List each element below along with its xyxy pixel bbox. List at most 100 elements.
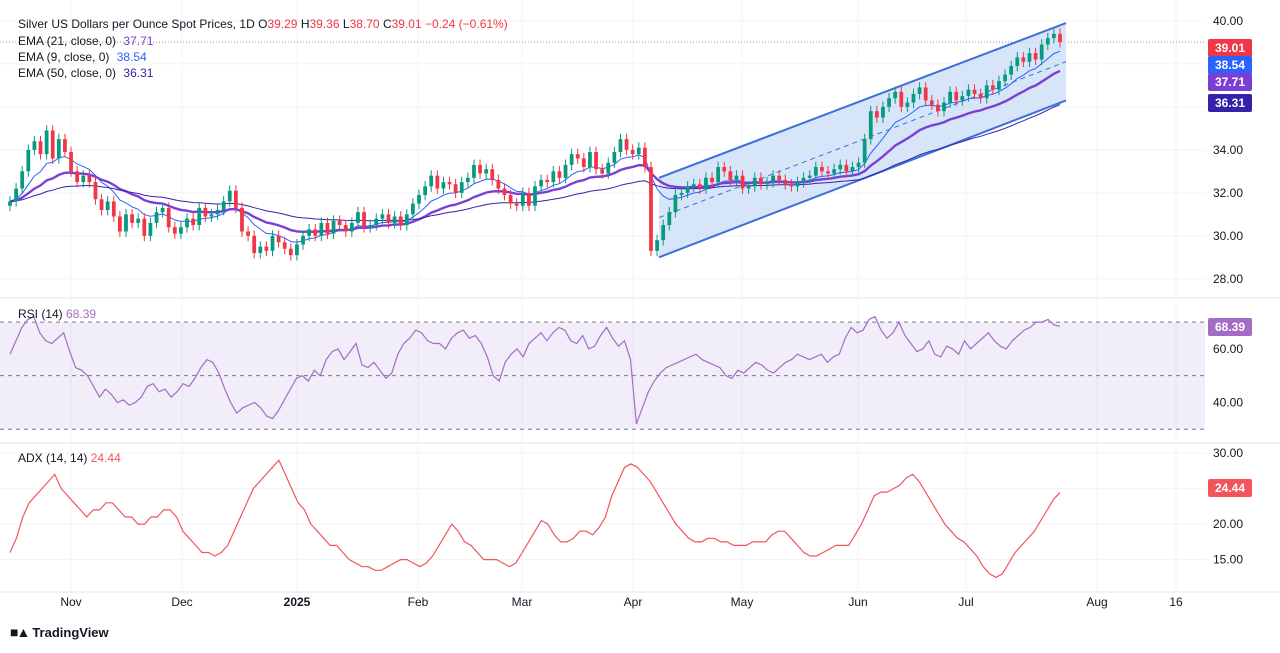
time-tick-label: Jul [958, 595, 973, 609]
ema50-legend[interactable]: EMA (50, close, 0) 36.31 [18, 65, 153, 81]
candle-body [252, 235, 257, 254]
candle-body [26, 149, 31, 172]
candle-body [1058, 33, 1062, 43]
time-tick-label: May [731, 595, 754, 609]
candle-body [783, 179, 788, 185]
candle-body [997, 81, 1001, 90]
candle-body [124, 214, 128, 232]
adx-tick-label: 30.00 [1213, 446, 1243, 460]
candle-body [697, 184, 702, 189]
candle-body [581, 158, 586, 168]
candle-body [349, 222, 354, 232]
tradingview-icon: ■▲ [10, 624, 30, 640]
low-value: 38.70 [349, 17, 380, 31]
candle-body [484, 169, 489, 174]
candle-body [1039, 44, 1044, 60]
ema21-value: 37.71 [123, 34, 154, 48]
candle-body [75, 171, 80, 183]
candle-body [722, 167, 727, 172]
candle-body [398, 216, 403, 226]
price-tag-bg [1208, 39, 1252, 57]
time-tick-label: Mar [512, 595, 533, 609]
candle-body [276, 235, 281, 243]
candle-body [978, 93, 983, 99]
candle-body [459, 182, 464, 193]
adx-value-tag-bg [1208, 479, 1252, 497]
candle-body [942, 102, 946, 112]
ema9-value: 38.54 [116, 50, 147, 64]
time-tick-label: Apr [624, 595, 643, 609]
candle-body [166, 207, 171, 228]
candle-body [533, 186, 537, 206]
candle-body [1045, 38, 1050, 45]
adx-value: 24.44 [90, 451, 121, 465]
candle-body [691, 184, 696, 187]
candle-body [20, 171, 25, 189]
candle-body [8, 201, 12, 206]
candle-body [325, 222, 330, 234]
candle-body [820, 167, 824, 172]
time-tick-label: Aug [1086, 595, 1107, 609]
ema9-legend[interactable]: EMA (9, close, 0) 38.54 [18, 49, 147, 65]
adx-tick-label: 15.00 [1213, 553, 1243, 567]
tradingview-logo[interactable]: ■▲ TradingView [10, 624, 109, 640]
candle-body [1003, 74, 1007, 82]
candle-body [704, 177, 708, 189]
price-tag-text: 36.31 [1215, 96, 1245, 110]
rsi-line [9, 315, 1061, 425]
candle-body [661, 225, 666, 241]
candle-body [960, 96, 965, 101]
candle-body [227, 190, 232, 202]
candle-body [679, 192, 684, 195]
candle-body [154, 212, 159, 223]
candle-body [813, 167, 818, 176]
candle-body [765, 182, 769, 185]
candle-body [618, 139, 623, 152]
candle-body [209, 214, 214, 217]
candle-body [716, 167, 721, 183]
candle-body [411, 203, 415, 215]
candle-body [368, 225, 373, 228]
time-tick-label: 16 [1169, 595, 1183, 609]
candle-body [551, 171, 556, 183]
candle-body [667, 212, 672, 226]
rsi-legend[interactable]: RSI (14) 68.39 [18, 307, 96, 321]
candle-body [191, 218, 196, 226]
close-label: C [382, 17, 392, 31]
candle-body [630, 149, 635, 155]
candle-body [264, 246, 269, 251]
candle-body [984, 85, 989, 99]
candle-body [594, 152, 598, 170]
candle-body [447, 182, 452, 185]
adx-label: ADX (14, 14) [18, 451, 88, 465]
candle-body [118, 216, 122, 232]
candle-body [807, 175, 812, 178]
candle-body [563, 164, 568, 178]
price-tag-bg [1208, 73, 1252, 91]
rsi-value: 68.39 [66, 307, 97, 321]
candle-body [734, 175, 739, 180]
candle-body [673, 194, 678, 213]
candle-body [337, 220, 342, 226]
interval-label: 1D [239, 17, 255, 31]
rsi-tick-label: 40.00 [1213, 395, 1243, 409]
adx-legend[interactable]: ADX (14, 14) 24.44 [18, 451, 121, 465]
candle-body [404, 214, 409, 226]
candle-body [301, 235, 305, 245]
candle-body [453, 184, 458, 193]
candle-body [1009, 66, 1014, 75]
adx-value-tag-text: 24.44 [1215, 481, 1245, 495]
time-tick-label: Jun [848, 595, 867, 609]
price-tag-text: 37.71 [1215, 75, 1245, 89]
candle-body [179, 227, 183, 234]
axis-labels: 28.0030.0032.0034.0036.0038.0040.00NovDe… [60, 14, 1243, 609]
candle-body [215, 210, 220, 215]
candle-body [343, 225, 348, 232]
regression-channel [658, 22, 1067, 259]
candle-body [575, 154, 580, 159]
ema50-label: EMA (50, close, 0) [18, 66, 117, 80]
candle-body [643, 147, 647, 168]
ema21-legend[interactable]: EMA (21, close, 0) 37.71 [18, 33, 153, 49]
ema9-label: EMA (9, close, 0) [18, 50, 110, 64]
